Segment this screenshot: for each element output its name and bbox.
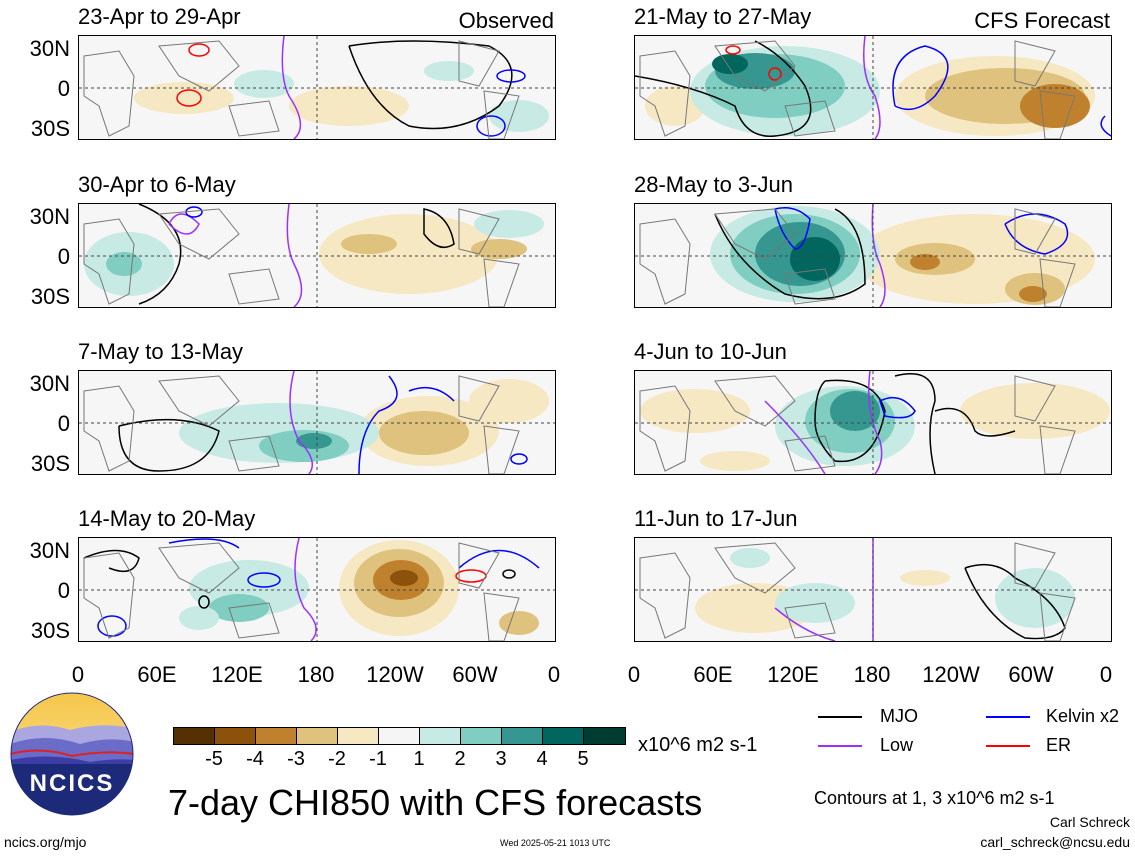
colorbar-swatch	[296, 727, 338, 745]
er-legend-label: ER	[1046, 735, 1072, 755]
panel-title-r2: 4-Jun to 10-Jun	[634, 339, 787, 364]
lat-label: 30S	[30, 618, 70, 643]
colorbar-label: -3	[287, 748, 305, 770]
lat-label: 30S	[30, 284, 70, 309]
colorbar-swatch	[542, 727, 584, 745]
lon-label: 180	[297, 662, 335, 687]
map-panel-l2	[78, 370, 556, 475]
colorbar-label: 3	[495, 748, 507, 770]
panel-title-r0: 21-May to 27-May	[634, 4, 812, 29]
colorbar-swatch	[173, 727, 215, 745]
kelvin-legend-label: Kelvin x2	[1046, 706, 1120, 726]
lon-label: 0	[547, 662, 561, 687]
mjo-legend-line	[818, 716, 862, 718]
low-legend-label: Low	[880, 735, 914, 755]
logo-text: NCICS	[29, 770, 115, 797]
lon-label: 120E	[211, 662, 263, 687]
colorbar-label: -5	[205, 748, 223, 770]
map-panel-r0	[634, 35, 1112, 140]
lon-label: 180	[853, 662, 891, 687]
colorbar-swatch	[419, 727, 461, 745]
colorbar-label: 2	[454, 748, 466, 770]
map-panel-r2	[634, 370, 1112, 475]
lat-label: 30N	[29, 538, 70, 563]
lat-label: 30S	[30, 451, 70, 476]
lon-label: 120W	[922, 662, 980, 687]
colorbar-unit: x10^6 m2 s-1	[638, 734, 758, 756]
lat-label: 30N	[29, 36, 70, 61]
map-panel-l0	[78, 35, 556, 140]
lon-label: 0	[1099, 662, 1113, 687]
lon-label: 0	[627, 662, 641, 687]
colorbar-swatch	[460, 727, 502, 745]
lat-label: 30N	[29, 204, 70, 229]
colorbar-label: -4	[246, 748, 264, 770]
lon-label: 60E	[137, 662, 177, 687]
map-panel-r3	[634, 537, 1112, 642]
map-panel-r1	[634, 203, 1112, 308]
colorbar-swatch	[214, 727, 256, 745]
observed-label: Observed	[458, 8, 554, 33]
er-legend-line	[986, 745, 1030, 747]
lon-label: 120E	[767, 662, 819, 687]
colorbar-label: -2	[328, 748, 346, 770]
lon-label: 120W	[366, 662, 424, 687]
lat-label: 30N	[29, 371, 70, 396]
lon-label: 60E	[693, 662, 733, 687]
colorbar-label: 4	[536, 748, 548, 770]
lat-label: 0	[57, 244, 70, 269]
panel-title-l1: 30-Apr to 6-May	[78, 172, 236, 197]
ncics-logo: NCICS	[10, 692, 134, 816]
main-title: 7-day CHI850 with CFS forecasts	[168, 782, 703, 823]
map-panel-l3	[78, 537, 556, 642]
lon-label: 60W	[452, 662, 498, 687]
footer-author: Carl Schreck	[1049, 814, 1130, 830]
contours-note: Contours at 1, 3 x10^6 m2 s-1	[814, 788, 1055, 808]
colorbar-label: 1	[413, 748, 425, 770]
panel-title-l3: 14-May to 20-May	[78, 506, 256, 531]
lon-label: 0	[71, 662, 85, 687]
colorbar-label: 5	[577, 748, 589, 770]
lat-label: 30S	[30, 116, 70, 141]
lat-label: 0	[57, 411, 70, 436]
colorbar-swatch	[255, 727, 297, 745]
kelvin-legend-line	[986, 716, 1030, 718]
cfs-forecast-label: CFS Forecast	[974, 8, 1110, 33]
lat-label: 0	[57, 578, 70, 603]
panel-title-l2: 7-May to 13-May	[78, 339, 244, 364]
panel-title-r1: 28-May to 3-Jun	[634, 172, 793, 197]
footer-timestamp: Wed 2025-05-21 1013 UTC	[500, 838, 611, 848]
footer-url[interactable]: ncics.org/mjo	[4, 834, 87, 850]
colorbar-swatch	[583, 727, 626, 745]
panel-title-r3: 11-Jun to 17-Jun	[634, 506, 798, 531]
lat-label: 0	[57, 76, 70, 101]
lon-label: 60W	[1008, 662, 1054, 687]
colorbar-swatch	[337, 727, 379, 745]
map-panel-l1	[78, 203, 556, 308]
mjo-legend-label: MJO	[880, 706, 918, 726]
low-legend-line	[818, 745, 862, 747]
colorbar-label: -1	[369, 748, 387, 770]
panel-title-l0: 23-Apr to 29-Apr	[78, 4, 241, 29]
colorbar-swatch	[378, 727, 420, 745]
footer-email[interactable]: carl_schreck@ncsu.edu	[980, 834, 1130, 850]
colorbar-swatch	[501, 727, 543, 745]
